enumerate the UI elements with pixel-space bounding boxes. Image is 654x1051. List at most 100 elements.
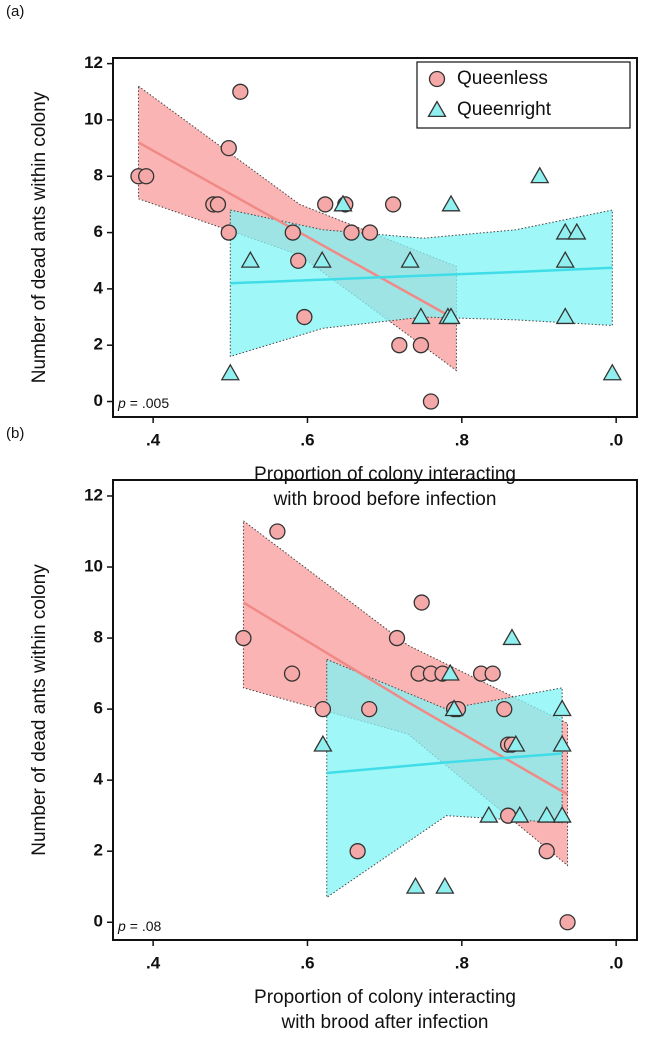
point <box>269 523 286 540</box>
point <box>413 594 430 611</box>
x-tick-label: .0 <box>609 430 623 449</box>
point <box>412 337 430 354</box>
y-tick-label: 10 <box>84 109 103 128</box>
point <box>235 629 252 647</box>
y-tick-label: 2 <box>94 841 103 860</box>
point <box>552 805 572 823</box>
point <box>422 393 440 410</box>
point <box>391 337 408 354</box>
point <box>537 805 557 823</box>
annotation-symbol: p <box>117 395 126 411</box>
annotation: p = .08 <box>117 918 162 934</box>
legend-box <box>416 61 631 129</box>
x-tick-label: .4 <box>146 953 161 972</box>
point <box>479 805 499 823</box>
fit-line <box>326 752 563 775</box>
legend-label: Queenright <box>457 99 552 120</box>
point <box>484 665 501 682</box>
point <box>555 222 575 240</box>
point <box>349 843 366 860</box>
point <box>220 363 240 381</box>
point <box>555 250 575 268</box>
fit-line <box>242 601 569 796</box>
point <box>283 665 301 682</box>
point <box>314 700 332 718</box>
annotation-text: = .005 <box>130 395 170 411</box>
point <box>496 700 513 718</box>
y-tick-label: 0 <box>94 391 103 410</box>
point <box>502 628 522 646</box>
y-tick-label: 4 <box>94 770 104 789</box>
panel-label: (a) <box>6 3 24 20</box>
annotation: p = .005 <box>117 395 169 411</box>
point <box>343 224 360 241</box>
x-tick-label: .0 <box>609 953 623 972</box>
point <box>312 250 332 268</box>
point <box>138 168 155 185</box>
point <box>444 699 464 717</box>
point <box>602 363 622 381</box>
point <box>290 252 307 269</box>
point <box>333 194 353 212</box>
y-tick-label: 10 <box>84 557 103 576</box>
point <box>296 308 313 326</box>
y-tick-label: 12 <box>84 485 103 504</box>
point <box>317 196 334 213</box>
point <box>435 876 455 894</box>
point <box>232 83 249 100</box>
x-axis-title: Proportion of colony interacting <box>254 987 516 1008</box>
point <box>361 224 379 241</box>
y-tick-label: 8 <box>94 628 103 647</box>
point <box>400 250 420 268</box>
plot-frame <box>112 57 638 418</box>
x-tick-label: .6 <box>300 953 314 972</box>
point <box>405 876 426 894</box>
legend-marker <box>427 100 447 118</box>
point <box>361 700 378 718</box>
y-axis-title: Number of dead ants within colony <box>29 91 50 383</box>
point <box>441 194 461 212</box>
annotation-text: = .08 <box>130 918 162 934</box>
point <box>506 734 526 752</box>
point <box>384 196 402 213</box>
legend-marker <box>428 70 446 88</box>
point <box>567 222 587 240</box>
point <box>313 734 333 752</box>
x-tick-label: .6 <box>300 430 314 449</box>
point <box>388 629 406 647</box>
point <box>538 843 555 860</box>
annotation-symbol: p <box>117 918 126 934</box>
x-tick-label: .4 <box>146 430 161 449</box>
x-tick-label: .8 <box>455 953 469 972</box>
point <box>209 196 227 213</box>
y-tick-label: 12 <box>84 53 103 72</box>
point <box>559 914 576 931</box>
fit-line <box>230 266 613 285</box>
point <box>220 224 237 241</box>
panel-label: (b) <box>6 425 24 442</box>
x-axis-title: with brood before infection <box>273 489 497 510</box>
x-axis-title: Proportion of colony interacting <box>254 464 516 485</box>
point <box>240 250 260 268</box>
point <box>220 139 237 157</box>
y-tick-label: 2 <box>94 335 103 354</box>
x-tick-label: .8 <box>455 430 469 449</box>
y-tick-label: 6 <box>94 222 103 241</box>
point <box>552 699 572 717</box>
plot-frame <box>112 479 638 941</box>
y-tick-label: 4 <box>94 278 104 297</box>
y-tick-label: 6 <box>94 699 103 718</box>
point <box>440 663 460 681</box>
legend-label: Queenless <box>457 68 548 89</box>
point <box>552 734 572 752</box>
y-tick-label: 0 <box>94 912 103 931</box>
point <box>530 166 550 184</box>
y-tick-label: 8 <box>94 166 103 185</box>
point <box>555 307 575 325</box>
x-axis-title: with brood after infection <box>280 1012 488 1033</box>
point <box>411 307 431 325</box>
point <box>510 805 530 823</box>
y-axis-title: Number of dead ants within colony <box>29 564 50 856</box>
